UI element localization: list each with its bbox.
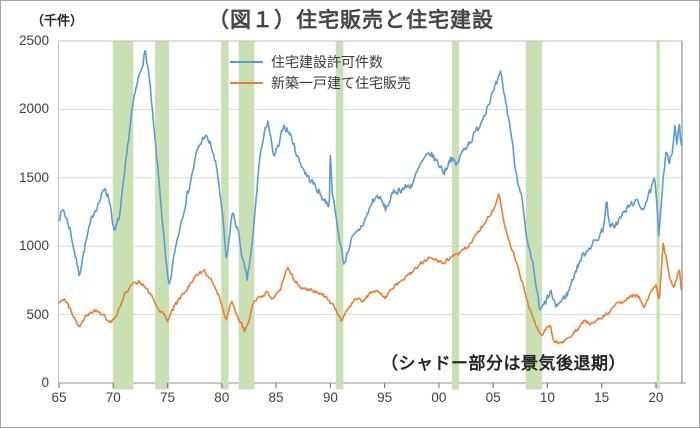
recession-band [335, 41, 344, 390]
legend-item-sales: 新築一戸建て住宅販売 [230, 74, 411, 92]
recession-band [451, 41, 459, 390]
y-axis-unit-label: （千件） [31, 13, 84, 28]
y-axis-label: 0 [41, 375, 49, 390]
x-axis-label: 75 [160, 390, 176, 405]
x-axis-label: 85 [268, 390, 284, 405]
recession-band [238, 41, 255, 390]
x-axis-label: 70 [105, 390, 121, 405]
recession-band [112, 41, 134, 390]
series-line-permits [58, 49, 683, 311]
x-axis-label: 65 [51, 390, 67, 405]
x-axis-label: 20 [648, 390, 664, 405]
x-axis-label: 80 [214, 390, 230, 405]
x-axis-label: 10 [539, 390, 555, 405]
legend-item-permits: 住宅建設許可件数 [230, 53, 383, 71]
x-axis-label: 05 [485, 390, 501, 405]
x-axis-label: 90 [322, 390, 338, 405]
y-axis-label: 500 [26, 306, 49, 322]
recession-note: （シャドー部分は景気後退期） [381, 354, 626, 373]
legend-label-sales: 新築一戸建て住宅販売 [271, 75, 411, 91]
y-axis-label: 2000 [18, 101, 49, 117]
y-axis-label: 2500 [18, 33, 49, 48]
permits-line-swatch [230, 61, 263, 63]
x-axis-label: 95 [377, 390, 393, 405]
y-axis-label: 1500 [18, 169, 49, 185]
sales-line-swatch [230, 82, 263, 84]
recession-band [525, 41, 542, 390]
x-axis-label: 00 [431, 390, 447, 405]
x-axis-label: 15 [594, 390, 610, 405]
chart-title: （図１）住宅販売と住宅建設 [208, 9, 494, 32]
y-axis-label: 1000 [18, 238, 49, 254]
series-line-sales [58, 193, 683, 345]
recession-band [221, 41, 229, 390]
legend-label-permits: 住宅建設許可件数 [271, 54, 383, 70]
